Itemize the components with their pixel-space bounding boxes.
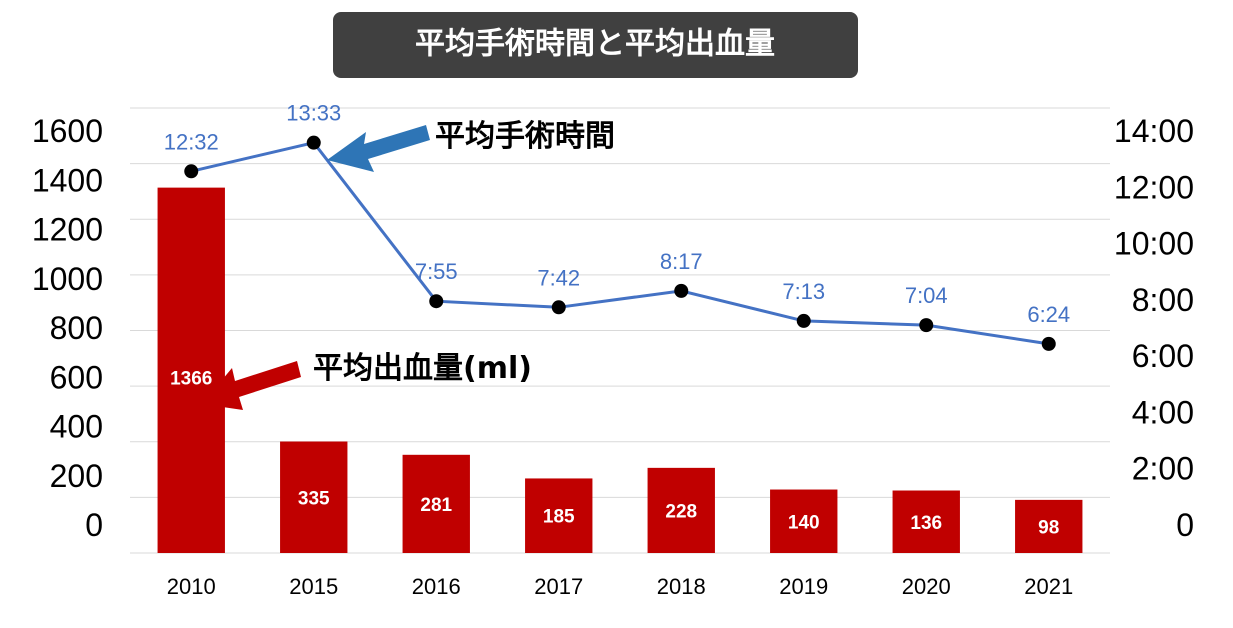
time-value-label: 7:04 bbox=[905, 283, 948, 308]
time-value-label: 13:33 bbox=[286, 101, 341, 126]
time-value-label: 6:24 bbox=[1027, 302, 1070, 327]
bar-value-label: 335 bbox=[298, 488, 330, 509]
right-axis-tick-label: 6:00 bbox=[1132, 338, 1194, 374]
right-axis-tick-label: 8:00 bbox=[1132, 282, 1194, 318]
x-axis: 2010 2015 2016 2017 2018 2019 2020 2021 bbox=[167, 574, 1073, 599]
category-label: 2018 bbox=[657, 574, 706, 599]
blood-loss-bar bbox=[770, 489, 838, 553]
blood-loss-bar bbox=[157, 187, 225, 553]
category-label: 2010 bbox=[167, 574, 216, 599]
bar-value-label: 98 bbox=[1038, 517, 1059, 538]
left-axis-tick-label: 400 bbox=[50, 409, 103, 445]
time-line-point bbox=[429, 294, 444, 309]
blood-annotation-label: 平均出血量(ml) bbox=[313, 351, 532, 386]
blood-loss-bar bbox=[647, 467, 715, 553]
time-line-point bbox=[1041, 336, 1056, 351]
time-line-series: 12:32 13:33 7:55 7:42 8:17 7:13 7:04 6:24 bbox=[164, 101, 1070, 351]
chart-title: 平均手術時間と平均出血量 bbox=[415, 27, 775, 62]
time-value-label: 7:55 bbox=[415, 259, 458, 284]
left-axis-tick-label: 1400 bbox=[32, 162, 103, 198]
category-label: 2017 bbox=[534, 574, 583, 599]
bar-value-label: 185 bbox=[543, 507, 575, 528]
right-axis-tick-label: 10:00 bbox=[1114, 226, 1194, 262]
blood-loss-bar bbox=[1015, 499, 1083, 553]
bar-value-label: 136 bbox=[910, 513, 942, 534]
time-value-label: 12:32 bbox=[164, 129, 219, 154]
category-label: 2021 bbox=[1024, 574, 1073, 599]
bars: 1366 335 281 185 228 140 136 98 bbox=[157, 187, 1083, 553]
time-line-path bbox=[190, 140, 1049, 346]
left-axis-tick-label: 1600 bbox=[32, 113, 103, 149]
time-annotation-label: 平均手術時間 bbox=[435, 119, 615, 154]
right-axis-tick-label: 14:00 bbox=[1114, 113, 1194, 149]
left-axis-tick-label: 1200 bbox=[32, 212, 103, 248]
time-line-point bbox=[306, 135, 321, 150]
blood-loss-bar bbox=[402, 454, 470, 553]
category-label: 2015 bbox=[289, 574, 338, 599]
red-arrow-icon bbox=[202, 361, 301, 410]
time-annotation: 平均手術時間 bbox=[327, 119, 615, 172]
left-axis: 0 200 400 600 800 1000 1200 1400 1600 bbox=[32, 113, 103, 543]
category-label: 2016 bbox=[412, 574, 461, 599]
time-value-label: 7:42 bbox=[537, 265, 580, 290]
left-axis-tick-label: 0 bbox=[85, 507, 103, 543]
time-value-label: 8:17 bbox=[660, 249, 703, 274]
right-axis: 0 2:00 4:00 6:00 8:00 10:00 12:00 14:00 bbox=[1114, 113, 1194, 543]
blood-annotation: 平均出血量(ml) bbox=[202, 351, 532, 410]
blood-loss-bar bbox=[892, 490, 960, 553]
right-axis-tick-label: 2:00 bbox=[1132, 451, 1194, 487]
time-line-point bbox=[796, 313, 811, 328]
left-axis-tick-label: 200 bbox=[50, 458, 103, 494]
right-axis-tick-label: 0 bbox=[1176, 507, 1194, 543]
time-value-label: 7:13 bbox=[782, 279, 825, 304]
blue-arrow-icon bbox=[327, 125, 430, 172]
bar-value-label: 281 bbox=[420, 495, 452, 516]
blood-loss-bar bbox=[525, 478, 593, 553]
category-label: 2019 bbox=[779, 574, 828, 599]
right-axis-tick-label: 4:00 bbox=[1132, 394, 1194, 430]
time-line-point bbox=[551, 300, 566, 315]
left-axis-tick-label: 1000 bbox=[32, 261, 103, 297]
time-line-point bbox=[674, 283, 689, 298]
left-axis-tick-label: 800 bbox=[50, 310, 103, 346]
bar-value-label: 140 bbox=[788, 512, 820, 533]
category-label: 2020 bbox=[902, 574, 951, 599]
right-axis-tick-label: 12:00 bbox=[1114, 169, 1194, 205]
title-background bbox=[333, 12, 858, 78]
left-axis-tick-label: 600 bbox=[50, 359, 103, 395]
title-box: 平均手術時間と平均出血量 bbox=[333, 12, 858, 78]
bar-value-label: 1366 bbox=[170, 368, 212, 389]
time-line-point bbox=[919, 318, 934, 333]
bar-value-label: 228 bbox=[665, 501, 697, 522]
time-line-point bbox=[184, 164, 199, 179]
blood-loss-bar bbox=[280, 441, 348, 553]
